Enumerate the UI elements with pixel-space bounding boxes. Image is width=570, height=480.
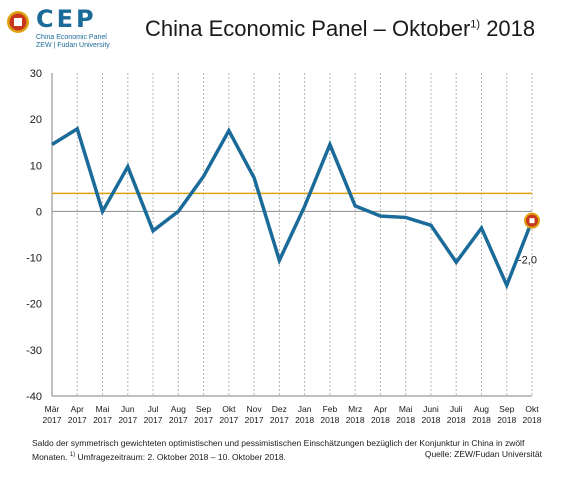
logo-subtitle-2: ZEW | Fudan University bbox=[36, 42, 110, 49]
chart-title-main: China Economic Panel – Oktober bbox=[145, 16, 471, 41]
x-tick-year: 2017 bbox=[270, 415, 289, 425]
y-tick-label: 10 bbox=[30, 160, 42, 172]
y-tick-label: 0 bbox=[36, 206, 42, 218]
x-tick-month: Jun bbox=[121, 404, 135, 414]
x-tick-year: 2018 bbox=[497, 415, 516, 425]
x-tick-month: Apr bbox=[374, 404, 387, 414]
x-tick-year: 2017 bbox=[93, 415, 112, 425]
x-tick-year: 2017 bbox=[144, 415, 163, 425]
x-tick-month: Dez bbox=[272, 404, 287, 414]
x-tick-year: 2017 bbox=[118, 415, 137, 425]
x-tick-year: 2018 bbox=[421, 415, 440, 425]
x-tick-month: Aug bbox=[171, 404, 186, 414]
x-tick-year: 2017 bbox=[219, 415, 238, 425]
logo-wordmark: CEP bbox=[36, 5, 97, 33]
x-tick-month: Mai bbox=[399, 404, 413, 414]
y-tick-label: -40 bbox=[26, 391, 42, 403]
x-tick-month: Sep bbox=[499, 404, 514, 414]
x-tick-month: Okt bbox=[222, 404, 236, 414]
source-note: Quelle: ZEW/Fudan Universität bbox=[424, 449, 542, 459]
x-tick-month: Jan bbox=[298, 404, 312, 414]
x-tick-year: 2018 bbox=[371, 415, 390, 425]
x-tick-month: Juli bbox=[450, 404, 463, 414]
x-tick-year: 2017 bbox=[43, 415, 62, 425]
x-tick-month: Mai bbox=[96, 404, 110, 414]
y-tick-label: 30 bbox=[30, 68, 42, 80]
x-tick-year: 2018 bbox=[320, 415, 339, 425]
x-tick-month: Sep bbox=[196, 404, 211, 414]
x-tick-month: Mär bbox=[45, 404, 60, 414]
chart-title-year: 2018 bbox=[480, 16, 536, 41]
x-tick-month: Aug bbox=[474, 404, 489, 414]
x-tick-month: Okt bbox=[525, 404, 539, 414]
x-tick-month: Jul bbox=[148, 404, 159, 414]
footnote: Saldo der symmetrisch gewichteten optimi… bbox=[32, 437, 552, 463]
last-value-label: -2,0 bbox=[518, 255, 537, 267]
cep-logo: CEP China Economic Panel ZEW | Fudan Uni… bbox=[6, 5, 126, 52]
x-tick-month: Mrz bbox=[348, 404, 362, 414]
chart-title: China Economic Panel – Oktober1) 2018 bbox=[145, 16, 535, 42]
footnote-mark: 1) bbox=[69, 452, 76, 458]
x-tick-year: 2017 bbox=[194, 415, 213, 425]
x-tick-year: 2018 bbox=[346, 415, 365, 425]
y-tick-label: 20 bbox=[30, 114, 42, 126]
x-tick-year: 2017 bbox=[169, 415, 188, 425]
x-tick-month: Apr bbox=[71, 404, 84, 414]
logo-subtitle-1: China Economic Panel bbox=[36, 34, 107, 41]
x-tick-month: Juni bbox=[423, 404, 439, 414]
x-tick-month: Feb bbox=[323, 404, 338, 414]
x-tick-year: 2018 bbox=[447, 415, 466, 425]
x-tick-month: Nov bbox=[247, 404, 263, 414]
last-value-marker-center bbox=[529, 218, 535, 224]
chart-title-footnote-mark: 1) bbox=[470, 18, 481, 31]
x-tick-year: 2017 bbox=[245, 415, 264, 425]
y-tick-label: -30 bbox=[26, 345, 42, 357]
footnote-line-1: Saldo der symmetrisch gewichteten optimi… bbox=[32, 438, 525, 448]
y-tick-label: -10 bbox=[26, 253, 42, 265]
y-tick-label: -20 bbox=[26, 299, 42, 311]
cep-logo-icon bbox=[7, 11, 29, 33]
series-line bbox=[51, 126, 534, 290]
x-tick-year: 2018 bbox=[396, 415, 415, 425]
x-tick-year: 2018 bbox=[472, 415, 491, 425]
footnote-line-2a: Monaten. bbox=[32, 451, 68, 462]
x-tick-year: 2018 bbox=[523, 415, 542, 425]
x-tick-year: 2017 bbox=[68, 415, 87, 425]
x-tick-year: 2018 bbox=[295, 415, 314, 425]
footnote-line-2b: Umfragezeitraum: 2. Oktober 2018 – 10. O… bbox=[77, 451, 286, 462]
